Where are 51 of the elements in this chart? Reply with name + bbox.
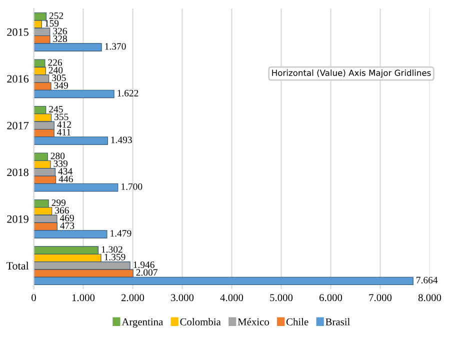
data-label: 434 — [58, 168, 72, 175]
data-label: 1.479 — [110, 230, 132, 237]
x-tick-label: 4.000 — [220, 294, 244, 302]
data-label: 1.946 — [134, 262, 154, 268]
y-tick-label: Total — [6, 262, 29, 270]
legend-label: México — [238, 318, 269, 326]
data-label: 339 — [54, 160, 68, 167]
x-tick-label: 0 — [32, 294, 36, 302]
x-tick-label: 6.000 — [319, 294, 342, 302]
data-label: 355 — [54, 114, 68, 120]
data-label: 366 — [55, 207, 69, 214]
data-label: 446 — [58, 176, 73, 182]
legend-label: Brasil — [326, 318, 350, 326]
x-tick-label: 3.000 — [171, 294, 194, 302]
data-label: 245 — [49, 106, 63, 113]
y-tick-label: 2018 — [7, 168, 28, 176]
y-tick-label: 2019 — [7, 215, 28, 223]
data-label: 412 — [57, 121, 71, 128]
data-label: 1.622 — [118, 90, 138, 96]
data-label: 349 — [54, 82, 68, 89]
data-label: 1.493 — [111, 136, 132, 144]
annotation: Horizontal (Value) Axis Major Gridlines — [272, 70, 431, 78]
data-label: 1.359 — [104, 254, 126, 260]
data-label: 1.302 — [102, 246, 122, 253]
x-tick-label: 7.000 — [369, 294, 392, 302]
data-label: 326 — [53, 28, 67, 34]
data-label: 299 — [52, 199, 66, 206]
data-label: 1.700 — [122, 183, 142, 190]
data-label: 226 — [48, 59, 62, 66]
data-label: 473 — [60, 222, 74, 229]
x-tick-label: 2.000 — [121, 294, 144, 302]
data-label: 240 — [48, 66, 63, 74]
data-label: 159 — [45, 20, 59, 27]
data-label: 1.370 — [105, 43, 126, 50]
data-label: 2.007 — [136, 269, 158, 276]
x-tick-label: 5.000 — [270, 294, 293, 302]
x-tick-label: 1.000 — [72, 294, 95, 302]
legend-label: Argentina — [122, 318, 163, 328]
y-tick-label: 2015 — [7, 28, 28, 36]
legend-label: Chile — [286, 318, 308, 326]
data-label: 252 — [49, 12, 64, 20]
data-label: 305 — [52, 74, 66, 82]
data-label: 280 — [50, 152, 65, 160]
data-label: 328 — [53, 35, 67, 42]
data-label: 411 — [57, 128, 71, 136]
data-label: 7.664 — [416, 276, 438, 284]
y-tick-label: 2017 — [7, 122, 29, 130]
data-label: 469 — [60, 214, 74, 222]
legend-label: Colombia — [180, 318, 221, 326]
y-tick-label: 2016 — [7, 75, 29, 83]
x-tick-label: 8.000 — [418, 294, 442, 302]
